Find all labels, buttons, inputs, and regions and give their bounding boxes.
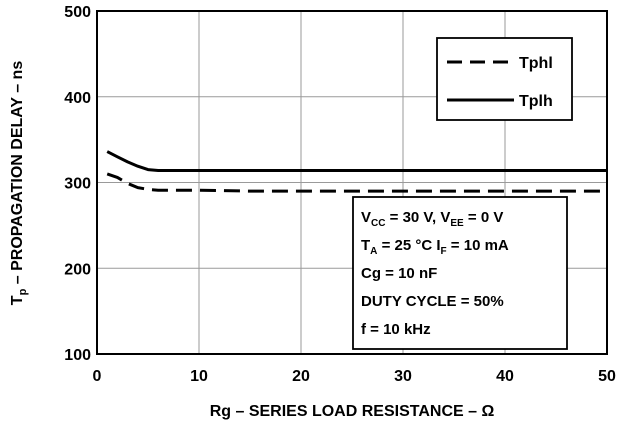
- condition-line: Cg = 10 nF: [361, 265, 437, 282]
- y-tick-label: 200: [64, 261, 91, 278]
- axis-ticks: 0 10 20 30 40 50 100 200 300 400 500: [64, 4, 616, 385]
- condition-line: f = 10 kHz: [361, 321, 431, 338]
- x-tick-label: 50: [598, 368, 616, 385]
- conditions-frame: [352, 196, 568, 350]
- series-line-tplh: [106, 150, 607, 172]
- y-tick-label: 500: [64, 4, 91, 21]
- test-conditions-box: VCC = 30 V, VEE = 0 V TA = 25 °C IF = 10 …: [352, 196, 568, 350]
- y-tick-label: 400: [64, 90, 91, 107]
- x-tick-label: 20: [292, 368, 310, 385]
- condition-line: DUTY CYCLE = 50%: [361, 293, 504, 310]
- y-tick-label: 100: [64, 347, 91, 364]
- legend-box: [436, 37, 573, 121]
- legend-label-tplh: Tplh: [519, 93, 553, 110]
- x-axis-title: Rg – SERIES LOAD RESISTANCE – Ω: [210, 403, 495, 420]
- plot-area-frame: [96, 10, 608, 355]
- x-tick-label: 30: [394, 368, 412, 385]
- y-axis-title-main: T: [9, 295, 26, 305]
- legend: Tphl Tplh: [436, 37, 573, 121]
- legend-label-tphl: Tphl: [519, 55, 553, 72]
- condition-line: TA = 25 °C IF = 10 mA: [361, 237, 509, 257]
- y-tick-label: 300: [64, 176, 91, 193]
- y-axis-title-rest: – PROPAGATION DELAY – ns: [9, 61, 26, 289]
- y-axis-title: Tp – PROPAGATION DELAY – ns: [9, 61, 29, 306]
- condition-line: VCC = 30 V, VEE = 0 V: [361, 209, 503, 229]
- series-layer: [106, 150, 607, 193]
- x-tick-label: 40: [496, 368, 514, 385]
- y-axis-title-sub: p: [17, 288, 29, 295]
- x-tick-label: 0: [93, 368, 102, 385]
- x-tick-label: 10: [190, 368, 208, 385]
- series-line-tphl: [106, 172, 607, 193]
